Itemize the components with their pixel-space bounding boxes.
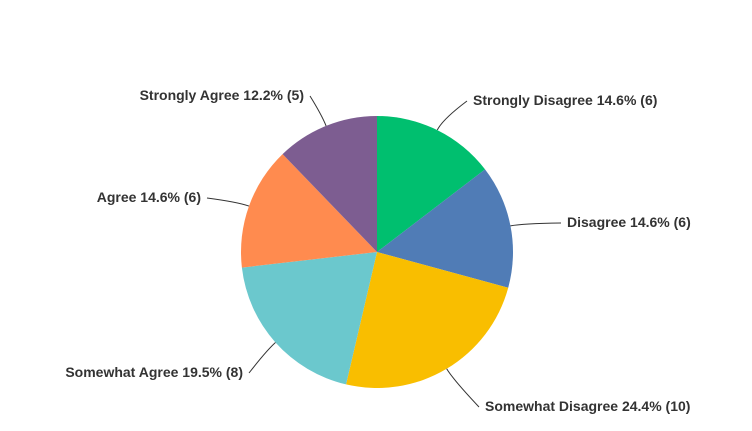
value-label: 24.4% (10) — [622, 398, 690, 414]
value-label: 14.6% (6) — [597, 92, 658, 108]
pie-slice — [241, 252, 377, 385]
slice-label: Disagree 14.6% (6) — [567, 214, 691, 230]
slice-label: Agree 14.6% (6) — [97, 189, 201, 205]
leader-line — [436, 100, 468, 131]
pie-slice — [377, 169, 513, 288]
leader-line — [309, 95, 327, 127]
slice-label: Strongly Disagree 14.6% (6) — [473, 92, 657, 108]
category-label: Strongly Disagree — [473, 92, 593, 108]
pie-slice — [282, 116, 377, 252]
category-label: Strongly Agree — [140, 87, 240, 103]
category-label: Somewhat Agree — [65, 364, 178, 380]
leader-line — [510, 222, 562, 227]
category-label: Disagree — [567, 214, 626, 230]
category-label: Somewhat Disagree — [485, 398, 618, 414]
slice-label: Somewhat Disagree 24.4% (10) — [485, 398, 690, 414]
value-label: 19.5% (8) — [182, 364, 243, 380]
leader-line — [446, 368, 480, 408]
leader-line — [206, 197, 250, 207]
pie-slice — [241, 154, 377, 268]
slice-label: Somewhat Agree 19.5% (8) — [65, 364, 243, 380]
pie-slice — [377, 116, 486, 252]
value-label: 14.6% (6) — [140, 189, 201, 205]
pie-slice — [346, 252, 509, 388]
value-label: 12.2% (5) — [243, 87, 304, 103]
value-label: 14.6% (6) — [630, 214, 691, 230]
slice-label: Strongly Agree 12.2% (5) — [140, 87, 304, 103]
leader-line — [248, 342, 276, 374]
category-label: Agree — [97, 189, 137, 205]
